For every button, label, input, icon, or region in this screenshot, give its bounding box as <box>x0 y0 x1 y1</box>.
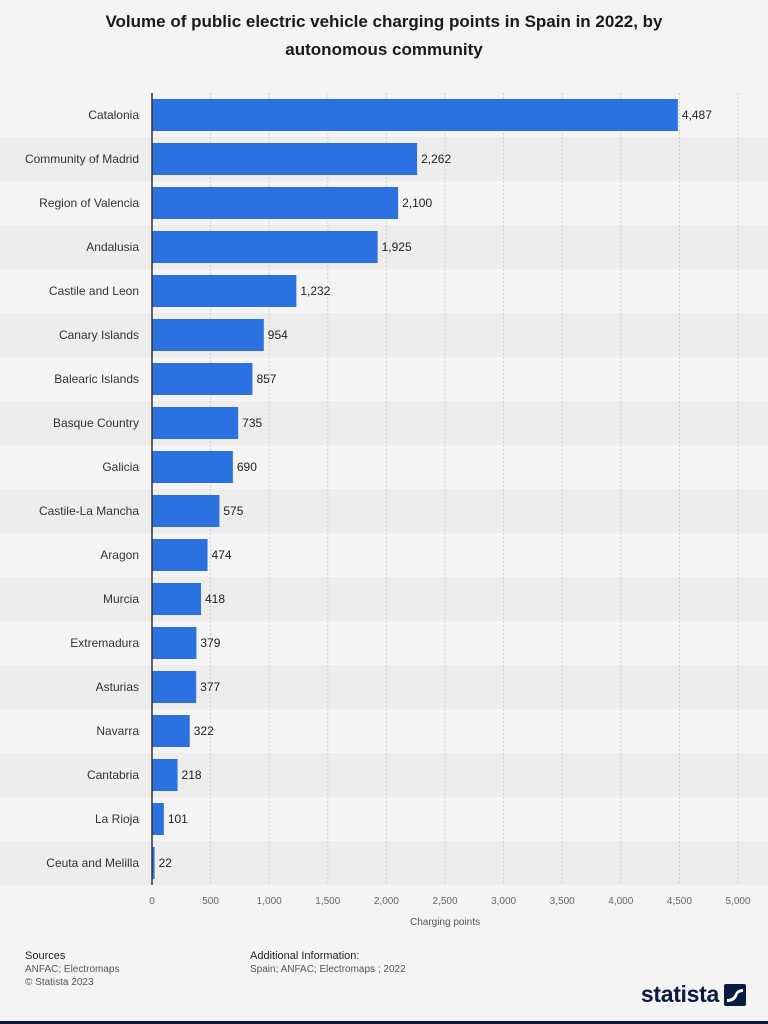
value-label: 418 <box>205 592 225 606</box>
category-label: Andalusia <box>86 240 139 254</box>
x-tick-label: 4,500 <box>667 896 692 907</box>
category-label: Ceuta and Melilla <box>46 856 139 870</box>
category-label: Region of Valencia <box>39 196 139 210</box>
row-band <box>0 577 768 621</box>
statista-logo-icon <box>724 983 746 1006</box>
value-label: 575 <box>223 504 243 518</box>
value-label: 2,100 <box>402 196 432 210</box>
bar[interactable] <box>152 231 378 263</box>
row-band <box>0 313 768 357</box>
bar[interactable] <box>152 363 253 395</box>
x-tick-label: 2,500 <box>432 896 457 907</box>
category-label: Balearic Islands <box>54 372 139 386</box>
brand-name: statista <box>640 981 719 1007</box>
bars <box>152 99 678 879</box>
row-band <box>0 225 768 269</box>
bar[interactable] <box>152 539 208 571</box>
value-label: 735 <box>242 416 262 430</box>
value-label: 379 <box>200 636 220 650</box>
bottom-accent-bar <box>0 1021 768 1024</box>
bar[interactable] <box>152 143 418 175</box>
category-label: Cantabria <box>87 768 139 782</box>
bar[interactable] <box>152 627 197 659</box>
category-label: Asturias <box>96 680 139 694</box>
category-label: Galicia <box>102 460 139 474</box>
category-label: Basque Country <box>53 416 139 430</box>
bar[interactable] <box>152 99 678 131</box>
x-tick-label: 5,000 <box>725 896 750 907</box>
bar[interactable] <box>152 275 297 307</box>
bar[interactable] <box>152 451 233 483</box>
value-label: 474 <box>212 548 232 562</box>
value-label: 857 <box>256 372 276 386</box>
x-axis-label: Charging points <box>410 917 480 928</box>
sources-text: ANFAC; Electromaps <box>25 964 120 975</box>
row-band <box>0 401 768 445</box>
category-label: Castile-La Mancha <box>39 504 139 518</box>
category-label: Community of Madrid <box>25 152 139 166</box>
x-tick-label: 4,000 <box>608 896 633 907</box>
category-label: Navarra <box>96 724 139 738</box>
x-tick-labels: 0 500 1,000 1,500 2,000 2,500 3,000 3,500 4,000 4… <box>149 896 751 907</box>
bar[interactable] <box>152 495 220 527</box>
sources-heading: Sources <box>25 950 66 962</box>
x-tick-label: 3,500 <box>550 896 575 907</box>
sources-block: Sources ANFAC; Electromaps © Statista 20… <box>25 950 119 989</box>
row-band <box>0 489 768 533</box>
category-label: Catalonia <box>88 108 139 122</box>
x-tick-label: 2,000 <box>374 896 399 907</box>
additional-info-text: Spain; ANFAC; Electromaps ; 2022 <box>250 964 406 975</box>
row-band <box>0 665 768 709</box>
statista-brand[interactable]: statista <box>641 981 746 1008</box>
category-label: Extremadura <box>70 636 139 650</box>
bar-chart: Catalonia Community of Madrid Region of Va… <box>0 93 768 928</box>
value-label: 690 <box>237 460 257 474</box>
value-label: 2,262 <box>421 152 451 166</box>
value-label: 22 <box>159 856 173 870</box>
x-tick-label: 0 <box>149 896 155 907</box>
category-labels: Catalonia Community of Madrid Region of Va… <box>25 108 139 870</box>
x-tick-label: 500 <box>202 896 219 907</box>
category-label: La Rioja <box>95 812 139 826</box>
bar[interactable] <box>152 759 178 791</box>
bar[interactable] <box>152 407 239 439</box>
bar[interactable] <box>152 319 264 351</box>
value-label: 322 <box>194 724 214 738</box>
row-band <box>0 753 768 797</box>
additional-info-heading: Additional Information: <box>250 950 360 962</box>
category-label: Murcia <box>103 592 139 606</box>
value-label: 954 <box>268 328 288 342</box>
category-label: Castile and Leon <box>49 284 139 298</box>
copyright-text: © Statista 2023 <box>25 977 94 988</box>
row-band <box>0 841 768 885</box>
value-label: 377 <box>200 680 220 694</box>
category-label: Canary Islands <box>59 328 139 342</box>
chart-title: Volume of public electric vehicle chargi… <box>105 12 663 59</box>
value-label: 218 <box>182 768 202 782</box>
x-tick-label: 1,000 <box>257 896 282 907</box>
bar[interactable] <box>152 715 190 747</box>
bar[interactable] <box>152 671 197 703</box>
value-label: 4,487 <box>682 108 712 122</box>
x-tick-label: 3,000 <box>491 896 516 907</box>
value-label: 1,925 <box>382 240 412 254</box>
value-label: 1,232 <box>300 284 330 298</box>
value-label: 101 <box>168 812 188 826</box>
value-labels: 4,487 2,262 2,100 1,925 1,232 954 857 735 690 575… <box>159 108 713 870</box>
bar[interactable] <box>152 847 155 879</box>
bar[interactable] <box>152 187 399 219</box>
bar[interactable] <box>152 803 164 835</box>
category-label: Aragon <box>100 548 139 562</box>
x-tick-label: 1,500 <box>315 896 340 907</box>
additional-info-block: Additional Information: Spain; ANFAC; El… <box>250 950 406 976</box>
bar[interactable] <box>152 583 201 615</box>
